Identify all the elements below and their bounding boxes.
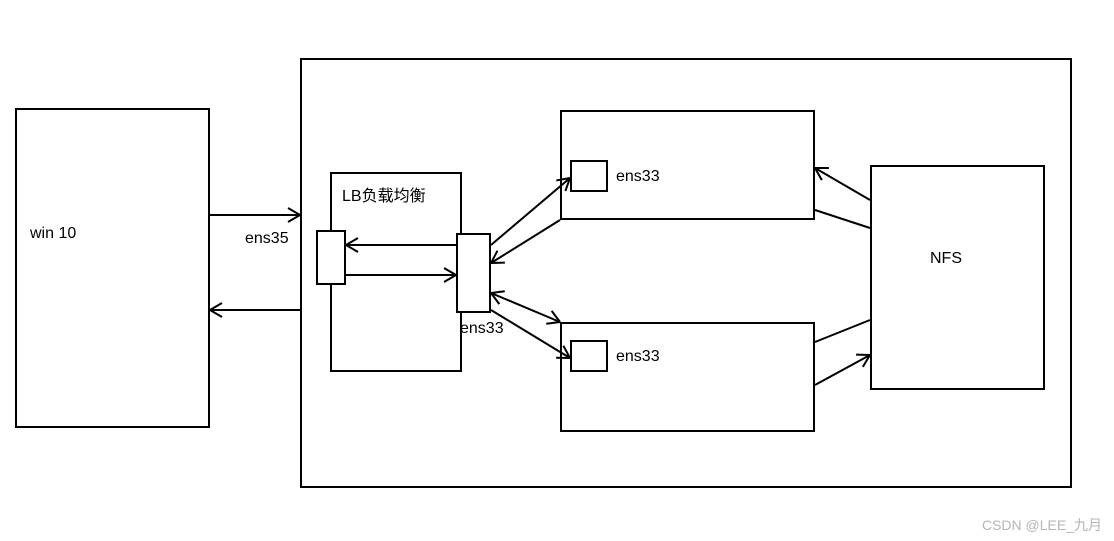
node-nfs [870,165,1045,390]
label-lb-title: LB负载均衡 [342,182,426,206]
label-ens33-lb: ens33 [460,320,504,338]
port-server-bottom [570,340,608,372]
label-nfs: NFS [930,250,962,268]
port-lb-left [316,230,346,285]
node-server-bottom [560,322,815,432]
watermark: CSDN @LEE_九月 [982,515,1102,535]
label-ens33-bot: ens33 [616,348,660,366]
label-win10: win 10 [30,225,76,243]
label-ens33-top: ens33 [616,168,660,186]
port-server-top [570,160,608,192]
node-win10 [15,108,210,428]
label-ens35: ens35 [245,230,289,248]
port-lb-right [456,233,491,313]
